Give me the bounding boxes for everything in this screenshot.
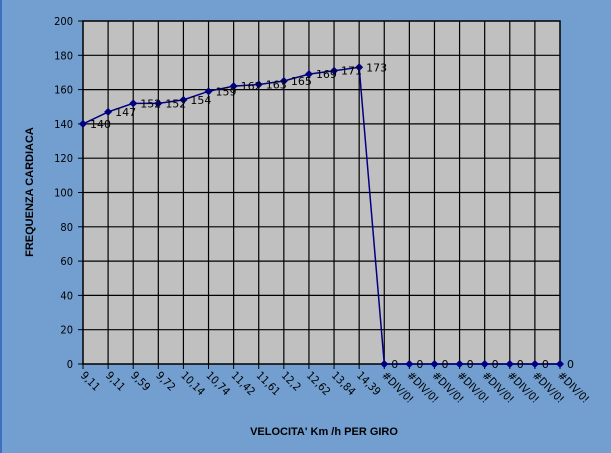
y-tick-label: 160 (54, 84, 73, 97)
data-label: 162 (241, 80, 262, 93)
data-point-marker (129, 99, 138, 108)
series-line (82, 66, 560, 365)
y-axis-title: FREQUENZA CARDIACA (24, 127, 36, 257)
data-label: 0 (467, 358, 474, 371)
x-tick-label: 10,74 (203, 369, 232, 398)
x-tick-label: 9,11 (78, 369, 103, 394)
x-tick-label: 11,61 (254, 369, 283, 398)
data-point-marker (254, 80, 263, 89)
data-label: 0 (492, 358, 499, 371)
data-point-marker (480, 360, 489, 368)
data-markers (79, 63, 564, 368)
x-tick-label: 12,2 (279, 369, 304, 394)
data-point-marker (79, 119, 87, 128)
x-tick-label: 9,72 (153, 369, 178, 394)
data-point-marker (355, 63, 364, 72)
data-point-marker (204, 87, 213, 96)
grid-lines (83, 21, 560, 364)
data-label: 0 (542, 358, 549, 371)
y-tick-label: 60 (60, 255, 73, 268)
data-point-marker (556, 360, 564, 368)
y-tick-label: 0 (67, 358, 73, 371)
data-point-marker (530, 360, 539, 368)
x-tick-label: 9,11 (103, 369, 128, 394)
y-tick-label: 40 (60, 289, 73, 302)
data-point-marker (304, 70, 313, 79)
data-point-marker (154, 99, 163, 108)
data-point-marker (330, 66, 339, 75)
data-point-marker (380, 360, 389, 368)
data-label: 152 (165, 97, 186, 110)
data-labels: 140 147 152 152 154 159 162 163 165 169 171 173 0 0 0 0… (90, 61, 574, 371)
y-tick-label: 120 (54, 152, 73, 165)
x-tick-label: 13,84 (329, 369, 358, 398)
data-label: 163 (266, 78, 287, 91)
y-tick-label: 200 (54, 15, 73, 28)
data-label: 0 (567, 358, 574, 371)
data-label: 165 (291, 75, 312, 88)
data-label: 159 (216, 85, 237, 98)
data-point-marker (104, 107, 113, 116)
y-axis: 0 20 40 60 80 100 120 140 160 180 200 (54, 15, 83, 371)
y-tick-label: 80 (60, 221, 73, 234)
data-label: 169 (316, 68, 337, 81)
data-point-marker (179, 95, 188, 104)
x-axis: 9,11 9,11 9,59 9,72 10,1410,7411,4211,6112,2… (78, 364, 592, 406)
y-tick-label: 180 (54, 49, 73, 62)
y-tick-label: 140 (54, 118, 73, 131)
data-label: 0 (517, 358, 524, 371)
data-label: 171 (341, 65, 362, 78)
x-tick-label: 14,39 (354, 369, 383, 398)
data-label: 154 (190, 94, 211, 107)
data-label: 173 (366, 61, 387, 74)
x-axis-title: VELOCITA' Km /h PER GIRO (250, 426, 398, 438)
data-point-marker (279, 77, 288, 86)
data-label: 0 (391, 358, 398, 371)
y-tick-label: 100 (54, 187, 73, 200)
x-tick-label: 10,14 (178, 369, 207, 398)
data-label: 0 (441, 358, 448, 371)
data-label: 0 (416, 358, 423, 371)
data-label: 140 (90, 118, 111, 131)
data-label: 147 (115, 106, 136, 119)
data-point-marker (405, 360, 414, 368)
data-point-marker (455, 360, 464, 368)
x-tick-label: 12,62 (304, 369, 333, 398)
data-point-marker (229, 82, 238, 91)
x-tick-label: 11,42 (229, 369, 258, 398)
data-point-marker (430, 360, 439, 368)
y-tick-label: 20 (60, 324, 73, 337)
data-label: 152 (140, 97, 161, 110)
x-tick-label: 9,59 (128, 369, 153, 394)
data-point-marker (505, 360, 514, 368)
